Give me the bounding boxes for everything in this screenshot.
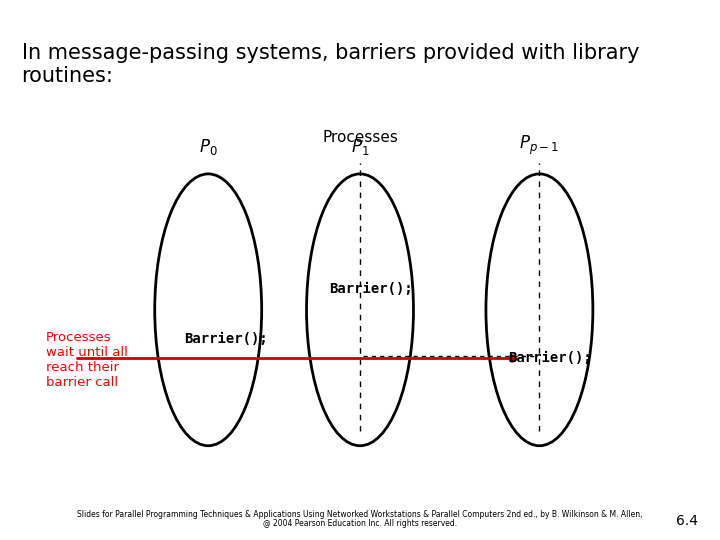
- Text: Processes
wait until all
reach their
barrier call: Processes wait until all reach their bar…: [46, 331, 128, 389]
- Text: Barrier();: Barrier();: [508, 351, 592, 365]
- Text: Barrier();: Barrier();: [329, 282, 413, 296]
- Text: In message-passing systems, barriers provided with library
routines:: In message-passing systems, barriers pro…: [22, 43, 639, 86]
- Text: $P_{p-1}$: $P_{p-1}$: [519, 134, 559, 157]
- Text: Slides for Parallel Programming Techniques & Applications Using Networked Workst: Slides for Parallel Programming Techniqu…: [77, 510, 643, 519]
- Text: Processes: Processes: [322, 130, 398, 145]
- Text: $P_0$: $P_0$: [199, 137, 217, 157]
- Text: 6.4: 6.4: [676, 514, 698, 528]
- Text: $P_1$: $P_1$: [351, 137, 369, 157]
- Text: @ 2004 Pearson Education Inc. All rights reserved.: @ 2004 Pearson Education Inc. All rights…: [263, 519, 457, 528]
- Text: Barrier();: Barrier();: [184, 332, 268, 346]
